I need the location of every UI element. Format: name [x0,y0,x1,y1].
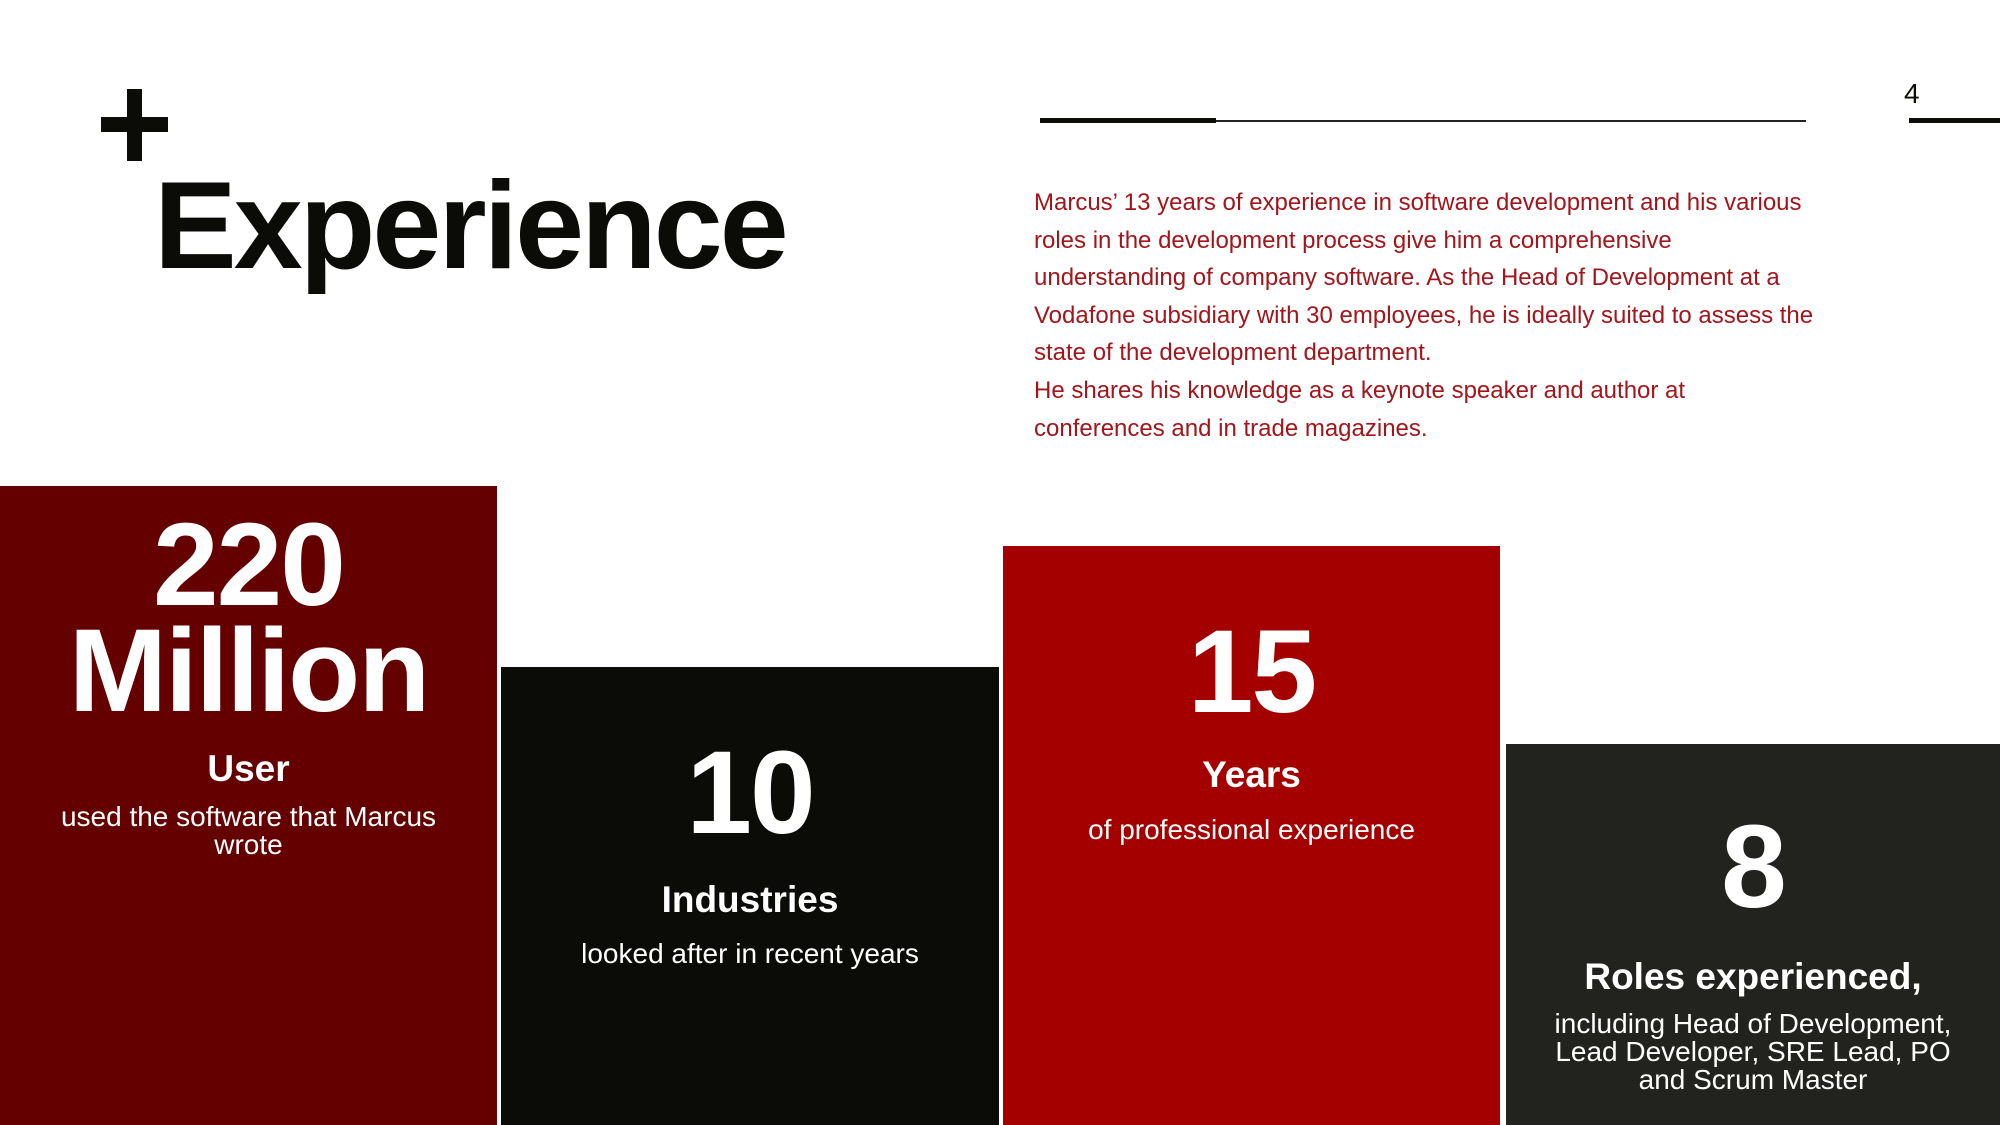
page-number: 4 [1904,78,1920,109]
stat-label: User [207,748,290,789]
stat-description: used the software that Marcus wrote [60,801,437,860]
stat-card-industries: 10 Industries looked after in recent yea… [501,667,999,1125]
stat-value: 10 [686,727,815,859]
stat-description: including Head of Development, Lead Deve… [1554,1008,1952,1095]
stat-card-roles: 8 Roles experienced, including Head of D… [1506,744,2000,1125]
page-title: Experience [154,157,789,295]
stat-label: Industries [661,879,839,920]
stat-card-users: 220 Million User used the software that … [0,486,497,1125]
stat-card-years: 15 Years of professional experience [1003,546,1500,1125]
stat-value: 8 [1721,801,1787,933]
stat-value-unit: Million [68,605,431,737]
stat-value: 220 [153,499,346,631]
stat-description: of professional experience [1088,814,1415,845]
divider-line [1040,120,1806,122]
intro-paragraph-1: Marcus’ 13 years of experience in softwa… [1034,189,1814,367]
plus-icon [101,89,168,161]
stat-description: looked after in recent years [581,938,919,969]
progress-accent-line [1040,118,1216,123]
page-number-underline [1909,118,2000,123]
stat-value: 15 [1187,606,1317,738]
stat-label: Years [1202,754,1301,795]
stat-label: Roles experienced, [1584,956,1922,997]
intro-text: Marcus’ 13 years of experience in softwa… [1034,184,1814,447]
intro-paragraph-2: He shares his knowledge as a keynote spe… [1034,376,1686,442]
